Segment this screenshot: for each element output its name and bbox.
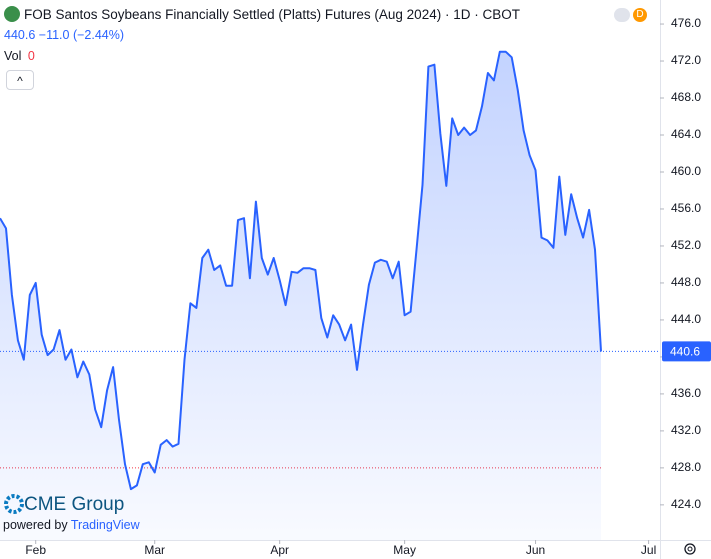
logo-text: CME Group (24, 494, 125, 515)
price-line (0, 50, 602, 491)
y-tick-label: 468.0 (671, 90, 701, 104)
symbol-icon (4, 6, 20, 22)
y-tick-label: 428.0 (671, 460, 701, 474)
y-tick-label: 432.0 (671, 423, 701, 437)
y-tick-label: 472.0 (671, 53, 701, 67)
vol-value: 0 (27, 49, 35, 63)
last-price-tag (662, 341, 711, 362)
y-tick-label: 452.0 (671, 238, 701, 252)
price-line: 440.6 −11.0 (−2.44%) (4, 28, 124, 42)
x-tick-label: May (393, 543, 416, 557)
vol-label: Vol (4, 49, 22, 63)
change: −11.0 (38, 28, 70, 42)
powered-brand[interactable]: TradingView (70, 518, 140, 532)
x-tick-label: Apr (270, 543, 289, 557)
powered-label: powered by (3, 518, 68, 532)
change-pct: (−2.44%) (72, 28, 125, 42)
volume: Vol 0 (4, 49, 35, 63)
logo-icon (4, 494, 24, 514)
y-tick-label: 436.0 (671, 386, 701, 400)
symbol-title: FOB Santos Soybeans Financially Settled … (24, 7, 520, 22)
settings-icon[interactable] (682, 541, 698, 557)
delay-badge[interactable]: D (633, 8, 647, 22)
y-tick-label: 464.0 (671, 127, 701, 141)
collapse-button[interactable]: ^ (6, 70, 34, 90)
y-tick-label: 424.0 (671, 497, 701, 511)
price: 440.6 (4, 28, 36, 42)
y-tick-label: 476.0 (671, 16, 701, 30)
x-tick-label: Jun (526, 543, 545, 557)
last-price-label: 440.6 (670, 345, 700, 359)
y-tick-label: 448.0 (671, 275, 701, 289)
x-tick-label: Feb (25, 543, 46, 557)
y-tick-label: 456.0 (671, 201, 701, 215)
y-tick-label: 444.0 (671, 312, 701, 326)
x-tick-label: Jul (641, 543, 656, 557)
y-tick-label: 460.0 (671, 164, 701, 178)
area (0, 51, 601, 541)
powered-by: powered by TradingView (3, 518, 140, 532)
x-tick-label: Mar (144, 543, 165, 557)
badge[interactable] (614, 8, 630, 22)
